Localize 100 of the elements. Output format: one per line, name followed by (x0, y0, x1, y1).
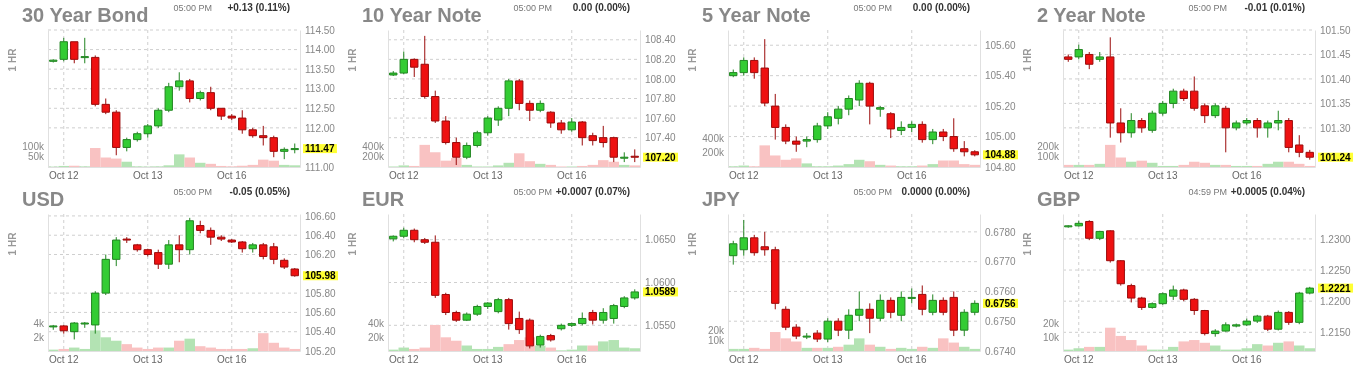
candlestick (1253, 117, 1262, 139)
y-tick-label: 114.50 (305, 24, 336, 36)
candlestick (844, 308, 853, 340)
y-tick-label: 113.50 (305, 63, 336, 75)
x-tick-label: Oct 12 (49, 170, 79, 182)
y2-tick-label: 20k (707, 324, 725, 336)
y-tick-label: 107.80 (645, 93, 677, 105)
y2-tick-label: 200k (1037, 140, 1060, 152)
candlestick (112, 109, 121, 156)
y-tick-label: 1.2250 (1320, 264, 1352, 276)
y-tick-label: 106.40 (305, 229, 337, 241)
candlestick (928, 128, 937, 145)
bar (885, 348, 896, 351)
text: 111.47 (305, 143, 335, 155)
candlestick (1253, 314, 1262, 324)
y-tick-label: 1.0650 (645, 234, 677, 246)
candlestick (781, 305, 790, 331)
candlestick (80, 37, 89, 64)
candlestick (1169, 285, 1178, 301)
text: 107.20 (645, 151, 677, 163)
y-tick-label: 101.40 (1320, 73, 1352, 85)
x-tick-label: Oct 13 (1148, 354, 1178, 366)
candlestick (630, 148, 639, 163)
candlestick (546, 333, 555, 343)
bar (822, 347, 833, 351)
bar (1084, 346, 1095, 351)
y-tick-label: 112.50 (305, 102, 336, 114)
y-tick-label: 101.30 (1320, 122, 1352, 134)
y-tick-label: 105.40 (985, 70, 1017, 82)
text: 1 HR (1022, 231, 1033, 256)
text: +0.0007 (0.07%) (555, 186, 630, 197)
candlestick (70, 41, 79, 64)
candlestick (928, 293, 937, 316)
y-tick-label: 101.50 (1320, 24, 1352, 36)
candlestick (1074, 44, 1083, 60)
candlestick (1085, 219, 1094, 241)
candlestick (462, 311, 471, 322)
candlestick (855, 290, 864, 322)
bar (927, 347, 938, 351)
candlestick (1179, 88, 1188, 102)
candlestick (802, 136, 811, 148)
candlestick (248, 242, 257, 254)
candlestick (164, 239, 173, 270)
y-tick-label: 0.6780 (985, 226, 1017, 238)
text: 105.98 (305, 270, 337, 282)
y2-tick-label: 200k (702, 147, 725, 159)
y-tick-label: 111.00 (305, 161, 335, 173)
y-tick-label: 104.80 (985, 161, 1017, 173)
candlestick (792, 323, 801, 340)
x-tick-label: Oct 16 (897, 354, 927, 366)
candlestick (792, 136, 801, 153)
candlestick (567, 117, 576, 133)
candlestick (855, 79, 864, 107)
candlestick (206, 86, 215, 111)
y-tick-label: 0.6770 (985, 256, 1017, 268)
y-tick-label: 108.20 (645, 54, 677, 66)
candlestick (1137, 117, 1146, 134)
y-tick-label: 108.40 (645, 34, 677, 46)
candlestick (462, 142, 471, 160)
candlestick (1274, 310, 1283, 331)
y-tick-label: 114.00 (305, 44, 336, 56)
text: 0.00 (0.00%) (572, 2, 630, 13)
bar (195, 162, 206, 167)
y-tick-label: 107.40 (645, 132, 677, 144)
bar (1210, 164, 1221, 167)
bar (174, 340, 185, 351)
candlestick (546, 110, 555, 129)
candlestick (1263, 314, 1272, 332)
x-tick-label: Oct 13 (1148, 170, 1178, 182)
y2-tick-label: 100k (22, 140, 45, 152)
y2-tick-label: 20k (367, 332, 385, 343)
bar (535, 163, 546, 167)
candlestick (886, 111, 895, 139)
x-tick-label: Oct 16 (217, 354, 247, 366)
bar (1283, 341, 1294, 351)
candlestick (59, 324, 68, 335)
candlestick (112, 236, 121, 267)
y-tick-label: 105.00 (985, 131, 1017, 143)
chart-subtitle: 05:00 PM (513, 187, 552, 197)
x-tick-label: Oct 12 (49, 354, 79, 366)
bar (1084, 164, 1095, 167)
candlestick (823, 317, 832, 343)
chart-title: JPY (702, 188, 741, 210)
x-tick-label: Oct 12 (729, 170, 759, 182)
candlestick (185, 217, 194, 256)
y2-tick-label: 40k (367, 318, 385, 330)
y-tick-label: 106.20 (305, 249, 337, 261)
candlestick (886, 296, 895, 319)
bar (917, 346, 928, 351)
text: 1 HR (347, 231, 358, 256)
chart-title: 5 Year Note (702, 4, 811, 26)
text: 1 HR (7, 47, 18, 72)
text: 1 HR (347, 47, 358, 72)
candlestick (1169, 88, 1178, 109)
y-tick-label: 105.60 (305, 307, 337, 319)
candlestick (834, 317, 843, 337)
bar (184, 338, 195, 351)
candlestick (175, 71, 184, 92)
x-tick-label: Oct 16 (1232, 354, 1262, 366)
y2-tick-label: 200k (362, 151, 385, 163)
